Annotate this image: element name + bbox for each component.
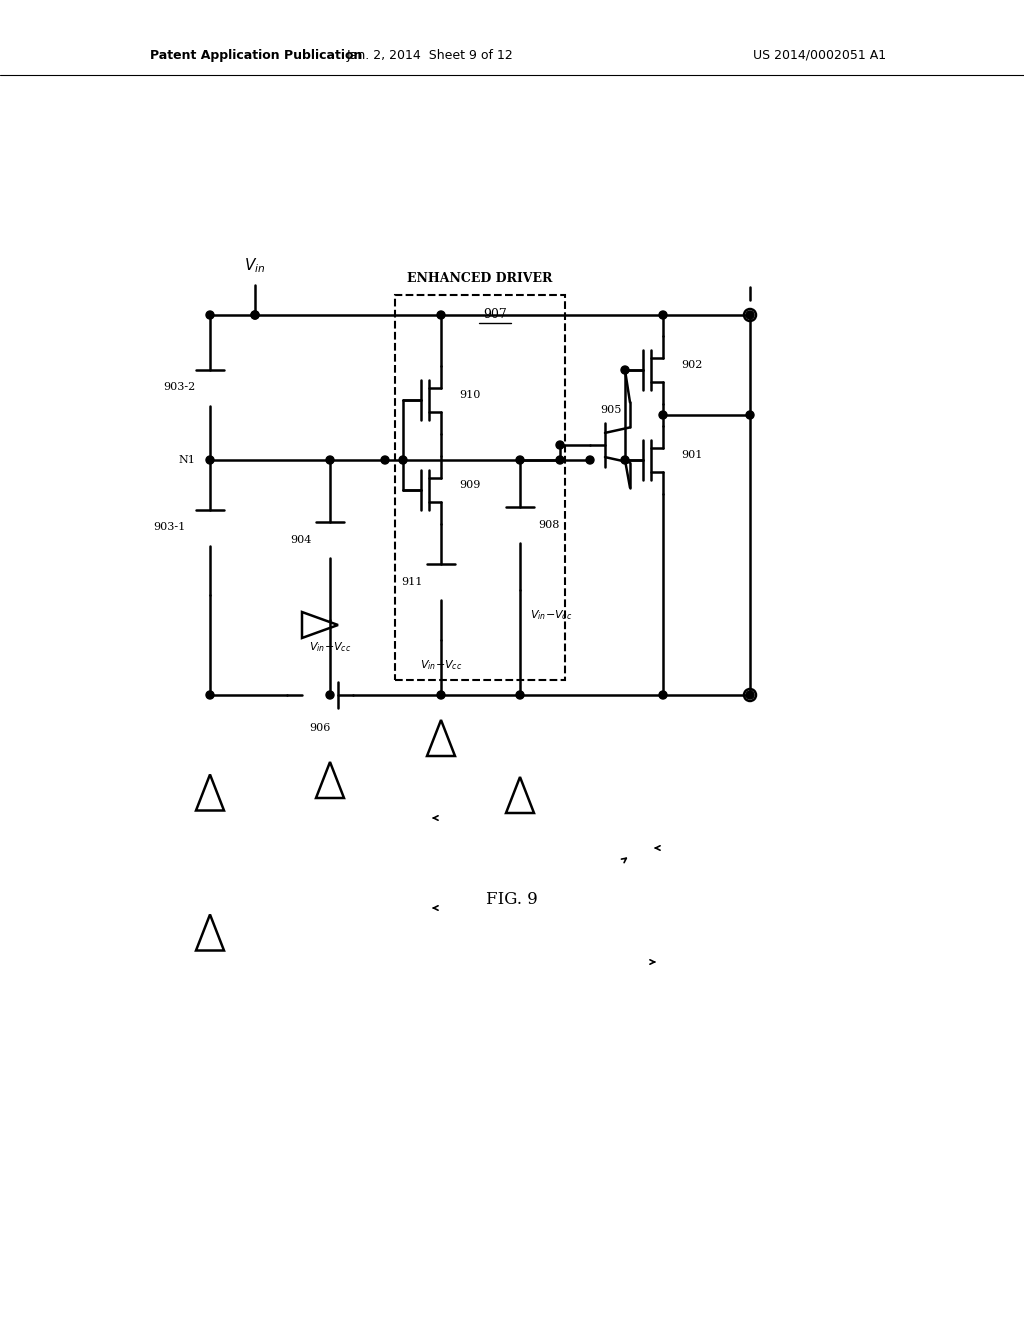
Circle shape (556, 441, 564, 449)
Circle shape (516, 690, 524, 700)
Circle shape (586, 455, 594, 465)
Text: 907: 907 (483, 309, 507, 322)
Text: $V_{in}$$-$$V_{cc}$: $V_{in}$$-$$V_{cc}$ (530, 609, 572, 622)
Circle shape (621, 366, 629, 374)
Circle shape (251, 312, 259, 319)
Circle shape (621, 455, 629, 465)
Text: US 2014/0002051 A1: US 2014/0002051 A1 (754, 49, 887, 62)
Text: Patent Application Publication: Patent Application Publication (150, 49, 362, 62)
Bar (395, 294, 565, 680)
Text: $V_{in}$: $V_{in}$ (245, 256, 265, 275)
Text: 902: 902 (681, 360, 702, 370)
Circle shape (206, 312, 214, 319)
Circle shape (326, 455, 334, 465)
Text: 908: 908 (538, 520, 559, 531)
Circle shape (516, 455, 524, 465)
Text: $V_{in}$$-$$V_{cc}$: $V_{in}$$-$$V_{cc}$ (309, 640, 351, 653)
Text: 905: 905 (600, 405, 622, 414)
Text: 901: 901 (681, 450, 702, 459)
Circle shape (659, 312, 667, 319)
Circle shape (399, 455, 407, 465)
Text: 909: 909 (459, 480, 480, 490)
Text: 911: 911 (401, 577, 423, 587)
Circle shape (556, 455, 564, 465)
Circle shape (381, 455, 389, 465)
Circle shape (746, 312, 754, 319)
Circle shape (326, 690, 334, 700)
Text: 903-1: 903-1 (153, 521, 185, 532)
Circle shape (746, 411, 754, 418)
Circle shape (206, 455, 214, 465)
Circle shape (746, 690, 754, 700)
Text: $V_{in}$$-$$V_{cc}$: $V_{in}$$-$$V_{cc}$ (420, 657, 462, 672)
Circle shape (206, 690, 214, 700)
Text: N1: N1 (178, 455, 195, 465)
Text: 903-2: 903-2 (163, 381, 195, 392)
Text: 910: 910 (459, 389, 480, 400)
Circle shape (437, 690, 445, 700)
Circle shape (251, 312, 259, 319)
Circle shape (659, 690, 667, 700)
Text: 906: 906 (309, 723, 331, 733)
Text: FIG. 9: FIG. 9 (486, 891, 538, 908)
Text: Jan. 2, 2014  Sheet 9 of 12: Jan. 2, 2014 Sheet 9 of 12 (347, 49, 513, 62)
Circle shape (659, 411, 667, 418)
Text: 904: 904 (291, 535, 312, 545)
Text: ENHANCED DRIVER: ENHANCED DRIVER (408, 272, 553, 285)
Circle shape (437, 312, 445, 319)
